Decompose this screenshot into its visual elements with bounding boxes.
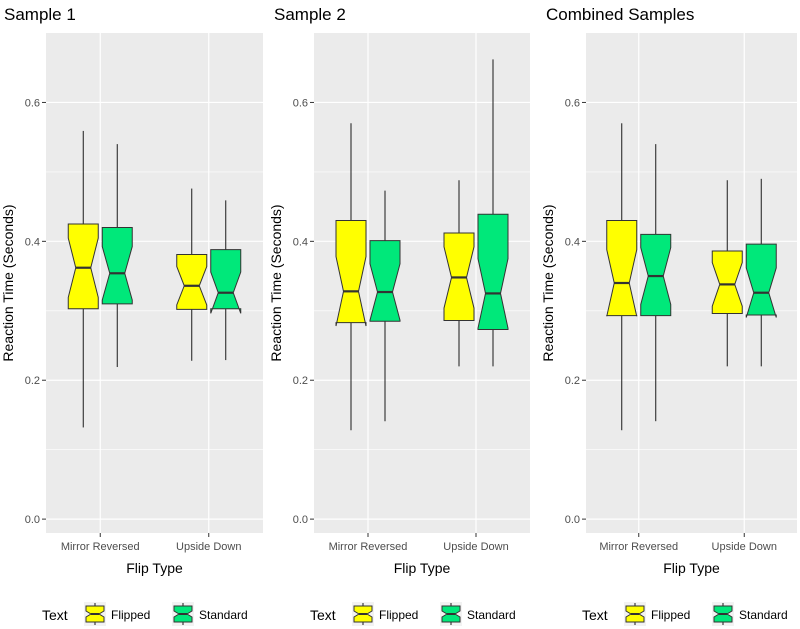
box-standard-mirror-reversed <box>101 226 133 305</box>
panel-title: Combined Samples <box>546 5 694 24</box>
y-tick-label: 0.6 <box>293 97 308 109</box>
x-tick-label: Upside Down <box>176 541 241 553</box>
legend-label-flipped: Flipped <box>651 608 690 622</box>
legend-label-standard: Standard <box>739 608 788 622</box>
box-flipped-mirror-reversed <box>606 220 638 317</box>
x-tick-label: Upside Down <box>712 541 777 553</box>
y-tick-label: 0.2 <box>293 375 308 387</box>
y-tick-label: 0.2 <box>565 375 580 387</box>
panel-2: 0.0 0.2 0.4 0.6 Mirror Reversed Upside Down Sa… <box>268 5 530 626</box>
x-tick-label: Mirror Reversed <box>599 541 678 553</box>
y-axis-title: Reaction Time (Seconds) <box>268 204 284 361</box>
legend: Text Flipped Standard <box>582 602 788 626</box>
y-tick-label: 0.4 <box>25 236 40 248</box>
legend-label-standard: Standard <box>199 608 248 622</box>
panel-title: Sample 2 <box>274 5 346 24</box>
y-tick-label: 0.0 <box>293 514 308 526</box>
legend-label-flipped: Flipped <box>111 608 150 622</box>
x-tick-label: Mirror Reversed <box>329 541 408 553</box>
y-axis-title: Reaction Time (Seconds) <box>540 204 556 361</box>
box-standard-upside-down <box>745 243 777 318</box>
y-tick-label: 0.4 <box>565 236 580 248</box>
panel-1: 0.0 0.2 0.4 0.6 Mirror Reversed Upside Down Sa… <box>0 5 263 626</box>
y-tick-label: 0.6 <box>565 97 580 109</box>
legend: Text Flipped Standard <box>42 602 248 626</box>
box-flipped-mirror-reversed <box>67 223 99 310</box>
legend: Text Flipped Standard <box>310 602 516 626</box>
y-tick-label: 0.0 <box>25 514 40 526</box>
y-tick-label: 0.6 <box>25 97 40 109</box>
y-tick-label: 0.2 <box>25 375 40 387</box>
legend-label-standard: Standard <box>467 608 516 622</box>
box-standard-upside-down <box>210 249 242 314</box>
y-tick-label: 0.0 <box>565 514 580 526</box>
box-standard-upside-down <box>477 213 509 331</box>
legend-title: Text <box>310 607 336 623</box>
box-flipped-mirror-reversed <box>335 220 367 327</box>
y-tick-label: 0.4 <box>293 236 308 248</box>
x-tick-label: Mirror Reversed <box>61 541 140 553</box>
y-axis-title: Reaction Time (Seconds) <box>0 204 16 361</box>
panel-3: 0.0 0.2 0.4 0.6 Mirror Reversed Upside Down Co… <box>540 5 797 626</box>
x-tick-label: Upside Down <box>443 541 508 553</box>
legend-label-flipped: Flipped <box>379 608 418 622</box>
box-flipped-upside-down <box>711 250 743 315</box>
panel-title: Sample 1 <box>4 5 76 24</box>
legend-title: Text <box>582 607 608 623</box>
box-flipped-upside-down <box>176 254 208 310</box>
x-axis-title: Flip Type <box>126 560 183 576</box>
legend-title: Text <box>42 607 68 623</box>
x-axis-title: Flip Type <box>663 560 720 576</box>
x-axis-title: Flip Type <box>394 560 451 576</box>
box-standard-mirror-reversed <box>369 240 401 322</box>
